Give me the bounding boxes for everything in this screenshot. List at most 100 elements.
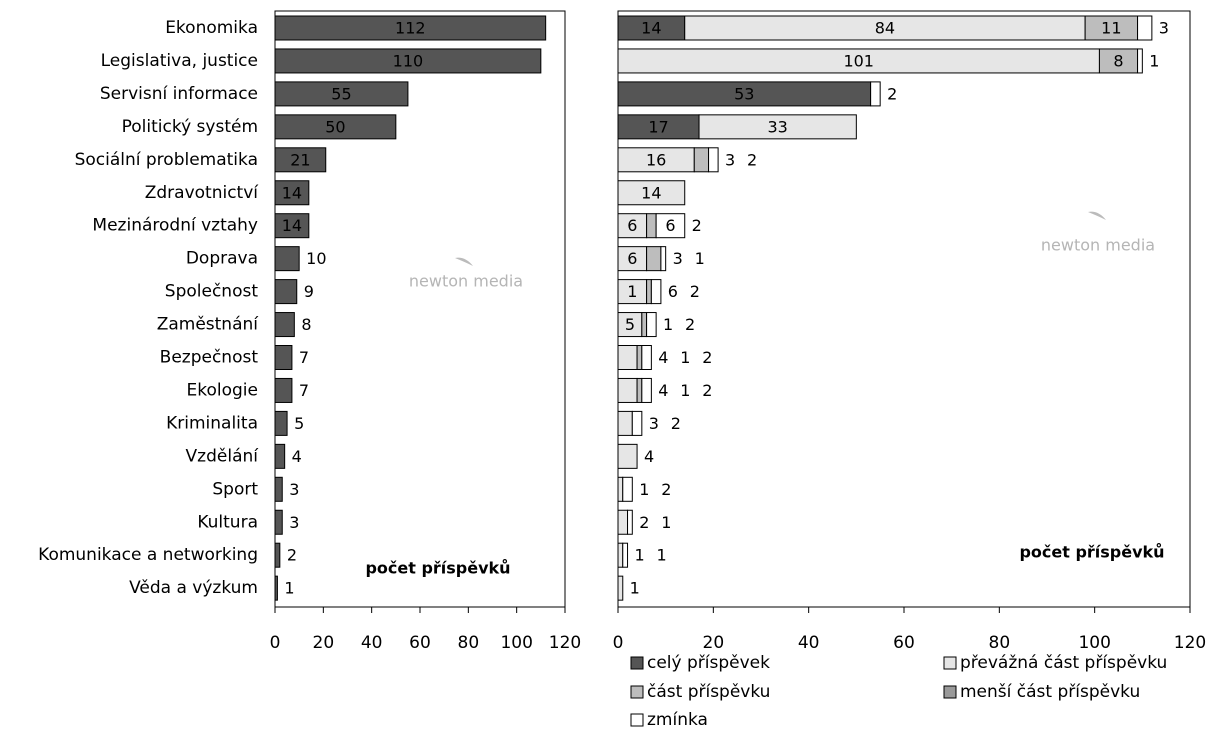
category-label: Věda a výzkum — [129, 578, 258, 598]
x-tick-label: 40 — [798, 633, 820, 653]
bar-segment — [1098, 48, 1139, 74]
x-tick-label: 80 — [458, 633, 480, 653]
bar-segment — [617, 114, 700, 140]
legend-swatch — [630, 656, 644, 670]
data-label: 14 — [641, 183, 661, 202]
legend-label: celý příspěvek — [647, 653, 770, 673]
data-label: 4 — [292, 447, 302, 466]
newton-logo-icon — [455, 257, 473, 266]
bar-segment — [636, 377, 643, 403]
data-label: 14 — [282, 216, 302, 235]
watermark-right: newton media — [1041, 211, 1155, 255]
bar-segment — [617, 410, 633, 436]
newton-logo-icon — [1088, 211, 1106, 220]
data-label: 2 — [690, 282, 700, 301]
bar — [274, 542, 281, 568]
watermark-left: newton media — [409, 257, 523, 291]
data-label: 2 — [702, 381, 712, 400]
category-label: Společnost — [165, 282, 259, 302]
bar-segment — [646, 312, 657, 338]
data-label: 1 — [634, 546, 644, 565]
bar-segment — [698, 114, 857, 140]
x-tick-label: 0 — [613, 633, 624, 653]
bar-segment — [617, 542, 624, 568]
legend-swatch — [630, 713, 644, 727]
data-label: 2 — [702, 348, 712, 367]
bar — [274, 476, 283, 502]
bar — [274, 377, 293, 403]
bar — [274, 15, 547, 41]
bar-segment — [655, 213, 686, 239]
bar-segment — [660, 246, 667, 272]
x-tick-label: 0 — [270, 633, 281, 653]
data-label: 55 — [331, 84, 351, 103]
data-label: 8 — [301, 315, 311, 334]
legend-item: převážná část příspěvku — [943, 653, 1167, 673]
bar — [274, 81, 409, 107]
data-label: 2 — [661, 480, 671, 499]
bar — [274, 443, 286, 469]
data-label: 2 — [747, 150, 757, 169]
data-label: 4 — [644, 447, 654, 466]
data-label: 5 — [294, 414, 304, 433]
bar-segment — [617, 180, 686, 206]
data-label: 1 — [663, 315, 673, 334]
category-label: Bezpečnost — [160, 348, 259, 368]
bar — [274, 246, 300, 272]
data-label: 2 — [692, 216, 702, 235]
plot-area-left — [274, 10, 566, 608]
data-label: 17 — [648, 117, 668, 136]
data-label: 2 — [287, 546, 297, 565]
data-label: 2 — [887, 84, 897, 103]
x-tick-label: 20 — [313, 633, 335, 653]
data-label: 6 — [668, 282, 678, 301]
data-label: 3 — [649, 414, 659, 433]
bar-segment — [1084, 15, 1139, 41]
bar-segment — [617, 279, 648, 305]
data-label: 1 — [627, 282, 637, 301]
category-label: Servisní informace — [100, 84, 258, 104]
data-label: 112 — [395, 19, 426, 38]
watermark-text: newton media — [1041, 236, 1155, 255]
legend-label: zmínka — [647, 710, 708, 730]
category-label: Politický systém — [122, 117, 258, 137]
legend-swatch — [943, 685, 957, 699]
bar-segment — [617, 81, 872, 107]
data-label: 7 — [299, 348, 309, 367]
bar-segment — [622, 542, 629, 568]
bar-segment — [646, 213, 657, 239]
data-label: 3 — [289, 480, 299, 499]
legend-swatch — [943, 656, 957, 670]
legend-swatch — [630, 685, 644, 699]
bar-segment — [617, 377, 638, 403]
bar-segment — [631, 410, 643, 436]
bar-segment — [636, 345, 643, 370]
data-label: 8 — [1113, 51, 1123, 70]
category-label: Sport — [212, 479, 258, 499]
legend-label: menší část příspěvku — [960, 682, 1140, 702]
bar-segment — [617, 48, 1100, 74]
data-label: 1 — [680, 348, 690, 367]
bar-segment — [641, 312, 648, 338]
data-label: 14 — [282, 183, 302, 202]
watermark-text: newton media — [409, 272, 523, 291]
data-label: 1 — [639, 480, 649, 499]
bar-segment — [650, 279, 662, 305]
category-label: Doprava — [186, 249, 258, 269]
bar-segment — [617, 575, 624, 601]
plot-area-right — [617, 10, 1191, 608]
data-label: 3 — [673, 249, 683, 268]
data-label: 33 — [768, 117, 788, 136]
data-label: 2 — [685, 315, 695, 334]
bar-segment — [617, 509, 629, 535]
category-label: Mezinárodní vztahy — [92, 216, 258, 236]
x-tick-label: 40 — [361, 633, 383, 653]
x-tick-label: 80 — [989, 633, 1011, 653]
data-label: 6 — [627, 249, 637, 268]
bar — [274, 147, 327, 173]
bar-segment — [693, 147, 710, 173]
data-label: 10 — [306, 249, 326, 268]
bar — [274, 213, 310, 239]
bar — [274, 509, 283, 535]
data-label: 110 — [393, 51, 424, 70]
